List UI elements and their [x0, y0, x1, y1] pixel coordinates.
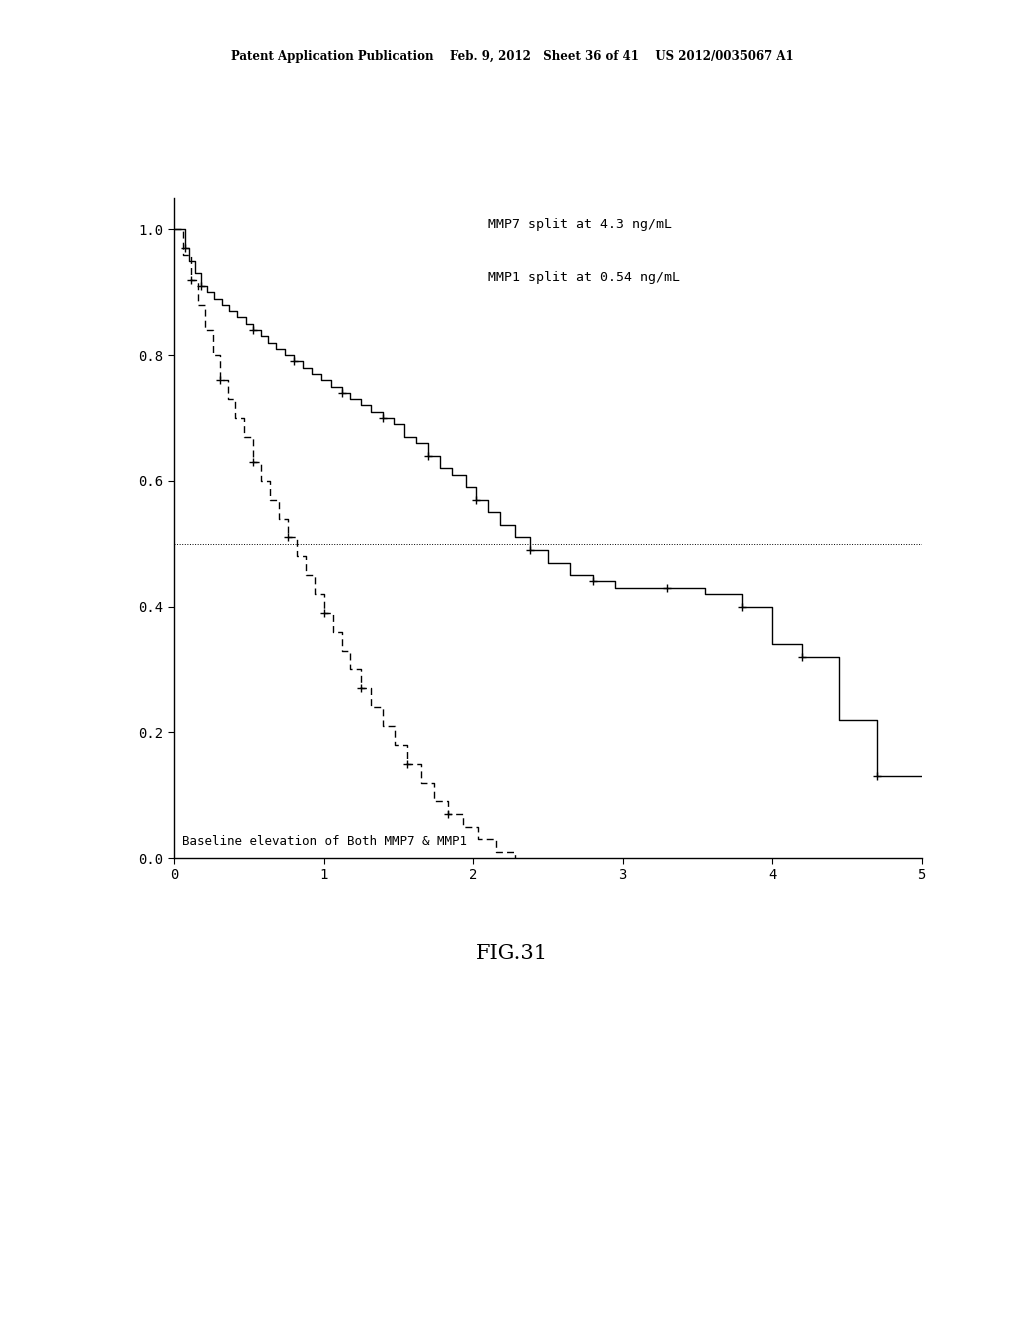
Text: Patent Application Publication    Feb. 9, 2012   Sheet 36 of 41    US 2012/00350: Patent Application Publication Feb. 9, 2… — [230, 50, 794, 63]
Text: Baseline elevation of Both MMP7 & MMP1: Baseline elevation of Both MMP7 & MMP1 — [181, 836, 467, 849]
Text: FIG.31: FIG.31 — [476, 944, 548, 962]
Text: MMP7 split at 4.3 ng/mL: MMP7 split at 4.3 ng/mL — [488, 218, 672, 231]
Text: MMP1 split at 0.54 ng/mL: MMP1 split at 0.54 ng/mL — [488, 271, 680, 284]
